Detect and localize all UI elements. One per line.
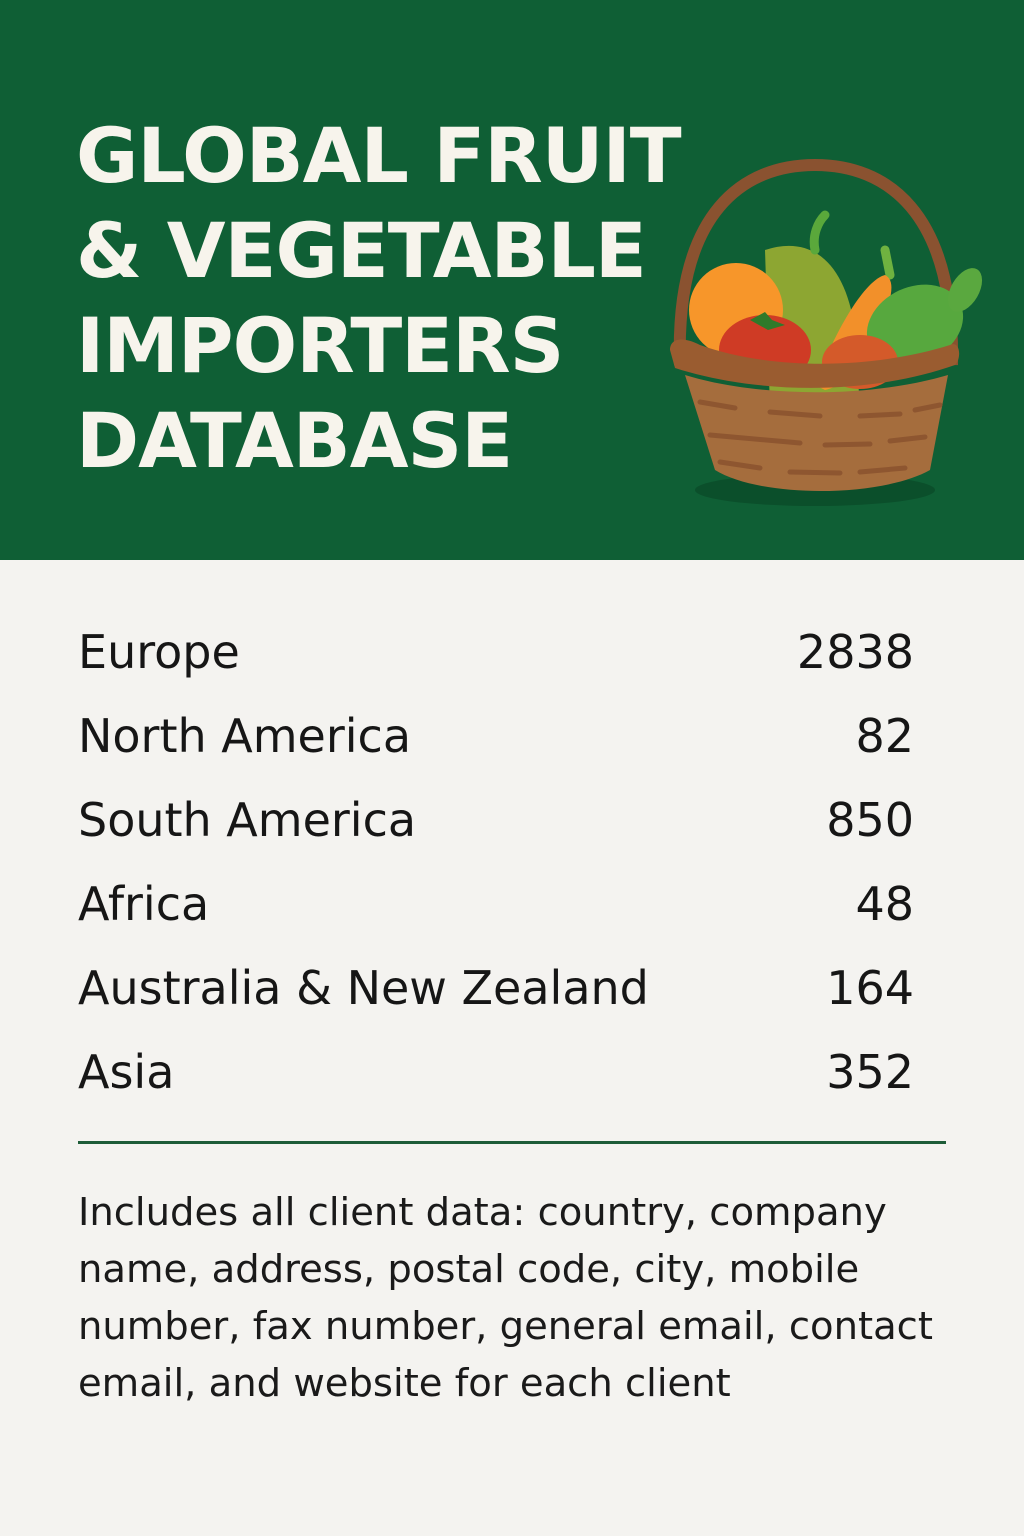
header-banner: GLOBAL FRUIT & VEGETABLE IMPORTERS DATAB… xyxy=(0,0,1024,560)
region-count: 48 xyxy=(855,877,914,931)
list-item: Asia 352 xyxy=(78,1030,914,1114)
title-line: IMPORTERS xyxy=(76,301,564,390)
region-name: Australia & New Zealand xyxy=(78,961,649,1015)
title-line: GLOBAL FRUIT xyxy=(76,111,682,200)
title-line: DATABASE xyxy=(76,396,513,485)
region-name: North America xyxy=(78,709,412,763)
region-count: 2838 xyxy=(796,625,914,679)
region-count: 850 xyxy=(826,793,914,847)
region-name: Asia xyxy=(78,1045,175,1099)
region-name: South America xyxy=(78,793,417,847)
region-count: 352 xyxy=(826,1045,914,1099)
page-title: GLOBAL FRUIT & VEGETABLE IMPORTERS DATAB… xyxy=(76,108,682,488)
region-name: Europe xyxy=(78,625,240,679)
divider xyxy=(78,1141,946,1144)
title-line: & VEGETABLE xyxy=(76,206,647,295)
region-list: Europe 2838 North America 82 South America… xyxy=(78,610,914,1114)
list-item: North America 82 xyxy=(78,694,914,778)
list-item: Africa 48 xyxy=(78,862,914,946)
description: Includes all client data: country, compa… xyxy=(78,1190,933,1406)
list-item: Europe 2838 xyxy=(78,610,914,694)
region-count: 164 xyxy=(826,961,914,1015)
region-count: 82 xyxy=(855,709,914,763)
region-name: Africa xyxy=(78,877,210,931)
basket-icon xyxy=(670,158,983,506)
list-item: Australia & New Zealand 164 xyxy=(78,946,914,1030)
list-item: South America 850 xyxy=(78,778,914,862)
